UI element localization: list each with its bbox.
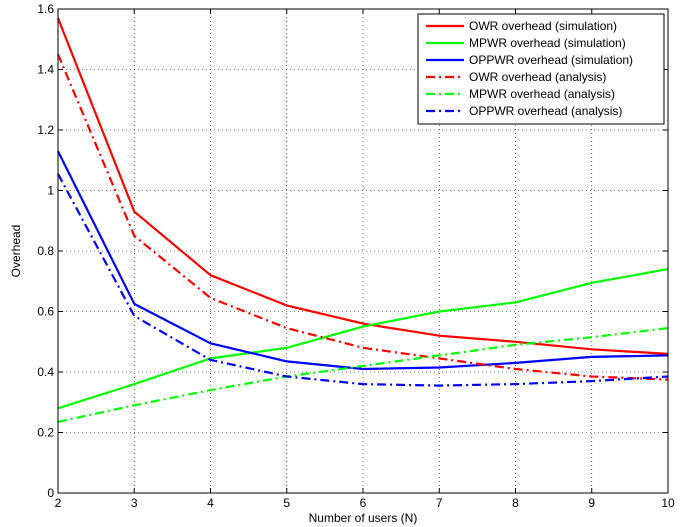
y-tick-label: 0 — [47, 486, 54, 500]
y-axis-label: Overhead — [9, 225, 23, 278]
series-line-2 — [57, 268, 669, 410]
legend-label: MPWR overhead (simulation) — [469, 36, 626, 50]
series-line-5 — [57, 327, 669, 423]
legend-box — [417, 13, 665, 125]
y-tick-label: 0.8 — [37, 244, 54, 258]
legend-label: OPPWR overhead (simulation) — [469, 53, 633, 67]
y-tick-label: 0.2 — [37, 426, 54, 440]
series-line-3 — [57, 150, 669, 371]
legend-label: OPPWR overhead (analysis) — [469, 104, 622, 118]
x-tick-label: 3 — [131, 496, 138, 510]
x-axis-label: Number of users (N) — [309, 511, 418, 525]
x-tick-label: 9 — [588, 496, 595, 510]
legend: OWR overhead (simulation) MPWR overhead (… — [417, 13, 665, 125]
legend-label: OWR overhead (analysis) — [469, 70, 606, 84]
axis-ticks: 2 3 4 5 6 7 8 9 10 0 0.2 0.4 0.6 0.8 1 1.2 1.4 1.6 — [37, 2, 675, 510]
series-layer — [56, 17, 669, 423]
series-line-4 — [56, 53, 669, 381]
x-tick-label: 5 — [283, 496, 290, 510]
y-tick-label: 0.4 — [37, 365, 54, 379]
x-tick-label: 2 — [55, 496, 62, 510]
legend-label: OWR overhead (simulation) — [469, 19, 617, 33]
series-line-6 — [57, 173, 669, 387]
x-tick-label: 8 — [512, 496, 519, 510]
x-tick-label: 10 — [661, 496, 675, 510]
x-tick-label: 4 — [207, 496, 214, 510]
x-tick-label: 6 — [360, 496, 367, 510]
y-tick-label: 1.4 — [37, 63, 54, 77]
y-tick-label: 0.6 — [37, 305, 54, 319]
legend-label: MPWR overhead (analysis) — [469, 87, 615, 101]
y-tick-label: 1 — [47, 184, 54, 198]
y-tick-label: 1.2 — [37, 123, 54, 137]
y-tick-label: 1.6 — [37, 2, 54, 16]
x-tick-label: 7 — [436, 496, 443, 510]
series-line-1 — [56, 17, 669, 355]
